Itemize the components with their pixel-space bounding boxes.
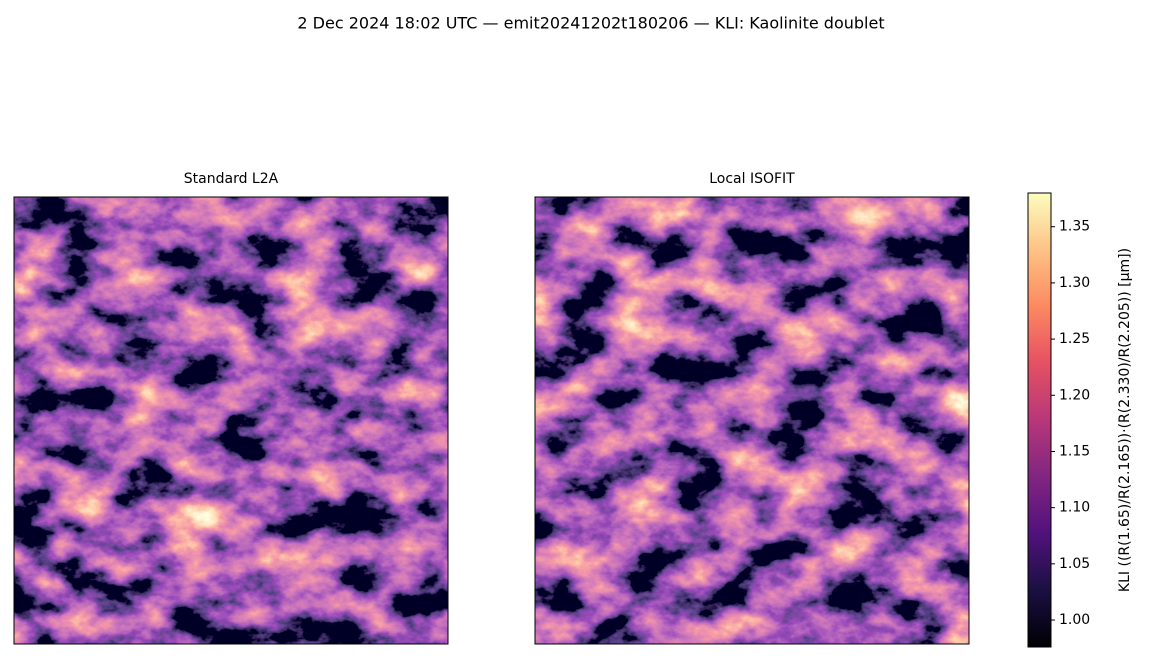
tick-label: 1.10: [1059, 500, 1090, 516]
tick-label: 1.20: [1059, 387, 1090, 403]
panel-title: Standard L2A: [184, 171, 279, 187]
image-frame: [13, 196, 449, 645]
image: [14, 197, 448, 644]
tick-label: 1.35: [1059, 219, 1090, 235]
image-frame: [534, 196, 970, 645]
image: [535, 197, 969, 644]
colorbar-label: KLI ((R(1.65)/R(2.165))·(R(2.330)/R(2.20…: [1117, 248, 1133, 592]
tick-label: 1.30: [1059, 275, 1090, 291]
tick-label: 1.15: [1059, 443, 1090, 459]
tick-label: 1.25: [1059, 331, 1090, 347]
colorbar: 1.00 1.05 1.10 1.15 1.20 1.25 1.30 1.35 KLI ((R(…: [1027, 192, 1133, 648]
colorbar-scale: [1027, 192, 1052, 648]
tick-label: 1.00: [1059, 612, 1090, 628]
panels: Standard L2A Local ISOFIT: [13, 171, 970, 645]
panel-title: Local ISOFIT: [709, 171, 795, 187]
tick-label: 1.05: [1059, 556, 1090, 572]
figure-title: 2 Dec 2024 18:02 UTC — emit20241202t1802…: [297, 14, 884, 33]
